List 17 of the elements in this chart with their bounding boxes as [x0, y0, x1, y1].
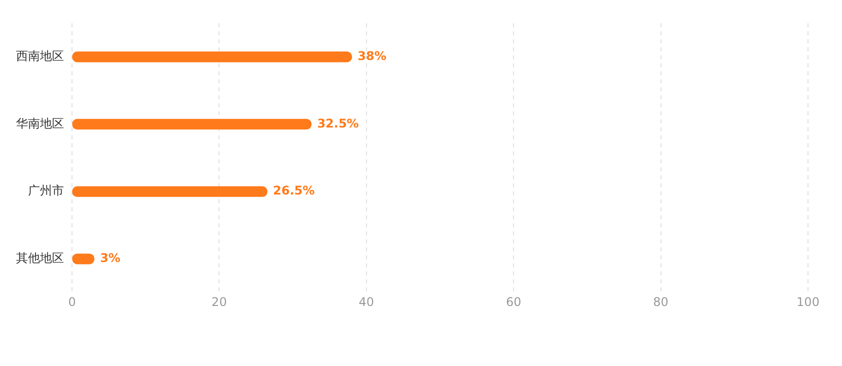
- x-tick-label: 100: [796, 294, 820, 309]
- y-tick-label: 华南地区: [16, 116, 64, 130]
- data-label: 38%: [358, 49, 386, 63]
- data-label: 3%: [100, 251, 120, 266]
- data-label: 26.5%: [273, 184, 315, 198]
- bar: [72, 52, 352, 62]
- x-tick-label: 20: [212, 294, 227, 309]
- y-tick-label: 西南地区: [16, 49, 64, 63]
- x-tick-label: 40: [358, 294, 374, 309]
- y-tick-label: 广州市: [28, 184, 64, 198]
- y-tick-label: 其他地区: [16, 251, 64, 266]
- bar: [72, 118, 312, 130]
- data-label: 32.5%: [317, 116, 359, 130]
- x-tick-label: 0: [68, 294, 76, 309]
- x-tick-label: 60: [506, 294, 522, 309]
- bar: [72, 186, 268, 197]
- x-tick-label: 80: [653, 294, 668, 309]
